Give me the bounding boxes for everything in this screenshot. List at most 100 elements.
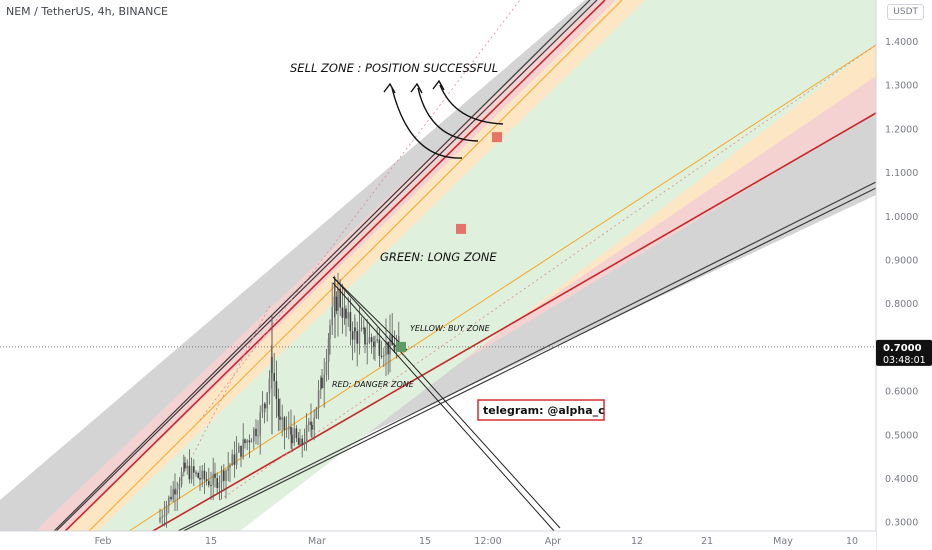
candle-body — [373, 341, 375, 347]
candle-body — [313, 417, 315, 430]
candle-body — [378, 339, 381, 356]
candle-body — [366, 342, 368, 345]
candle-body — [257, 435, 259, 437]
time-tick-label: 12 — [631, 536, 643, 547]
candle-body — [161, 516, 163, 518]
price-tick-label: 1.4000 — [885, 37, 918, 48]
candle-body — [261, 404, 264, 413]
price-tick-label: 0.6000 — [885, 387, 918, 398]
candle-body — [168, 496, 170, 506]
price-tick-label: 0.3000 — [885, 518, 918, 529]
candle-body — [370, 337, 373, 342]
candle-body — [301, 438, 303, 445]
price-axis[interactable]: 1.4000 1.3000 1.2000 1.1000 1.0000 0.9000 0.80… — [875, 0, 932, 550]
candle-body — [275, 381, 278, 399]
sell-arrow-2 — [417, 87, 479, 142]
candle-body — [293, 428, 295, 444]
candle-body — [343, 308, 346, 318]
candle-body — [290, 427, 292, 435]
candle-body — [165, 505, 168, 516]
candle-body — [268, 378, 271, 393]
candle-body — [253, 428, 255, 442]
telegram-label: telegram: @alpha_c — [483, 404, 605, 417]
candle-body — [398, 336, 400, 344]
candle-body — [184, 462, 186, 469]
candle-body — [277, 398, 280, 417]
candle-body — [345, 308, 347, 319]
candle-body — [310, 421, 312, 426]
red-zone-label: RED: DANGER ZONE — [332, 380, 415, 389]
candle-body — [227, 467, 229, 471]
time-tick-label: Feb — [95, 536, 112, 547]
candle-body — [285, 429, 288, 431]
time-axis[interactable]: Feb 15 Mar 15 12:00 Apr 12 21 May 10 — [0, 530, 876, 550]
candle-body — [238, 445, 240, 453]
price-tick-label: 0.9000 — [885, 256, 918, 267]
candle-body — [329, 325, 331, 339]
candle-body — [325, 361, 328, 375]
candle-body — [210, 485, 212, 487]
red-marker — [456, 223, 466, 234]
candle-body — [214, 473, 216, 479]
drawings — [332, 79, 561, 533]
candle-body — [337, 288, 339, 311]
time-tick-label: May — [773, 536, 793, 547]
candle-body — [299, 438, 301, 445]
price-tick-label: 1.3000 — [885, 81, 918, 92]
red-marker — [492, 132, 502, 143]
candle-body — [264, 403, 266, 409]
candle-body — [339, 288, 341, 308]
candle-body — [208, 480, 210, 486]
candle-body — [216, 478, 218, 489]
candle-body — [315, 407, 318, 418]
candle-body — [176, 489, 178, 495]
symbol-title[interactable]: NEM / TetherUS, 4h, BINANCE — [6, 5, 168, 18]
candle-body — [383, 355, 385, 357]
candle-body — [240, 445, 242, 457]
candle-body — [347, 312, 349, 319]
candle-body — [188, 465, 191, 480]
candle-body — [250, 441, 253, 443]
lower-red-line — [119, 112, 877, 550]
candle-body — [235, 452, 238, 465]
time-tick-label: 12:00 — [474, 536, 501, 547]
green-band — [90, 0, 876, 550]
time-tick-label: 15 — [419, 536, 431, 547]
countdown-label: 03:48:01 — [883, 355, 926, 366]
mid-dotted-line — [219, 44, 877, 501]
upper-orange-line — [69, 0, 623, 550]
candle-body — [178, 484, 181, 490]
candle-body — [391, 335, 393, 346]
candle-body — [248, 440, 251, 443]
candle-body — [321, 377, 323, 389]
candle-body — [159, 517, 161, 522]
arrow-head-1 — [383, 82, 396, 94]
candle-body — [333, 296, 336, 307]
sell-arrow-3 — [439, 84, 504, 125]
candle-body — [281, 417, 283, 420]
candle-body — [203, 470, 206, 480]
price-tick-label: 1.0000 — [885, 212, 918, 223]
candle-body — [354, 327, 356, 332]
price-tick-label: 1.1000 — [885, 168, 918, 179]
channel-lines — [0, 0, 877, 550]
wedge-upper-line — [332, 276, 561, 529]
yellow-zone-label: YELLOW: BUY ZONE — [410, 324, 491, 333]
candle-body — [331, 306, 333, 326]
candle-body — [303, 443, 306, 445]
candle-body — [197, 472, 199, 478]
candle-body — [364, 328, 366, 345]
candle-body — [223, 470, 225, 481]
candles — [159, 272, 400, 528]
candle-body — [174, 489, 176, 495]
candle-body — [233, 454, 236, 465]
candle-body — [279, 416, 281, 420]
lower-outer-line — [139, 181, 877, 550]
candle-body — [354, 327, 356, 340]
wedge-lower-line — [332, 276, 408, 351]
candle-body — [389, 335, 391, 355]
currency-button[interactable]: USDT — [887, 4, 924, 20]
candle-body — [273, 373, 275, 382]
